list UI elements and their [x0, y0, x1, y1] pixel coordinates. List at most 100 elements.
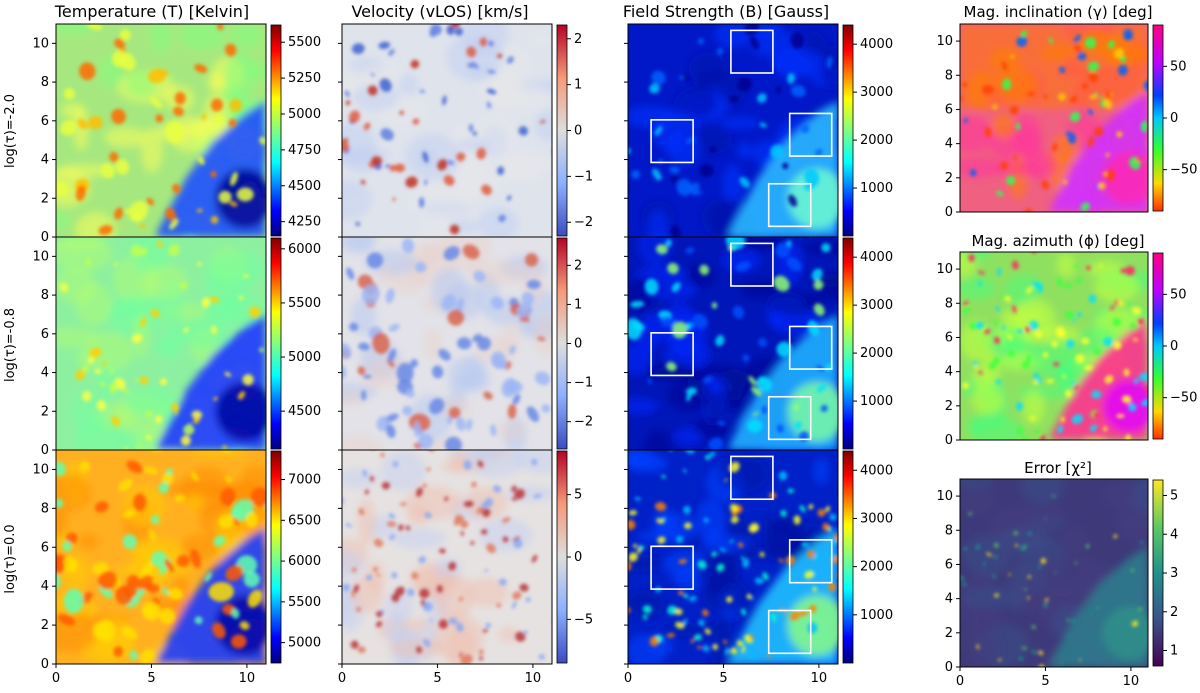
colorbar-tick-label: 1: [574, 297, 582, 312]
heatmap-image: [960, 479, 1148, 667]
x-tick-label: 0: [956, 674, 964, 689]
colorbar-tick-label: 5250: [288, 71, 321, 86]
colorbar-tick-label: −5: [574, 612, 593, 627]
colorbar-tick-label: −1: [574, 376, 593, 391]
y-tick-label: 8: [945, 296, 953, 311]
roi-box: [767, 609, 812, 655]
y-tick-label: 2: [41, 404, 49, 419]
colorbar-tick-label: 5: [1170, 489, 1178, 504]
colorbar-tick-label: 2: [574, 258, 582, 273]
y-tick-label: 8: [945, 68, 953, 83]
heatmap-image: [56, 237, 266, 450]
colorbar-tick-label: −50: [1170, 163, 1197, 178]
colorbar-tick-label: 1000: [860, 608, 893, 623]
heatmap-panel-V_0: 0 5 10 −5 0 5: [338, 449, 593, 686]
heatmap-panel-T_m08: 0 2 4 6 8 10 4500 5000 5500 6000: [32, 236, 321, 458]
roi-box: [650, 119, 694, 164]
heatmap-panel-V_m08: −2 −1 0 1 2: [338, 236, 593, 451]
x-tick-label: 5: [147, 671, 155, 686]
colorbar-tick-label: 50: [1170, 59, 1187, 74]
colorbar-tick-label: 4000: [860, 463, 893, 478]
colorbar-tick-label: 4500: [288, 179, 321, 194]
x-tick-label: 10: [239, 671, 256, 686]
axes-frame: [341, 449, 553, 665]
heatmap-image: [342, 450, 552, 664]
y-tick-label: 4: [41, 153, 49, 168]
y-tick-label: 2: [945, 399, 953, 414]
heatmap-image: [56, 24, 266, 237]
heatmap-image: [960, 24, 1148, 212]
roi-box: [650, 332, 694, 377]
roi-box: [730, 29, 774, 74]
heatmap-panel-V_m2: −2 −1 0 1 2: [338, 23, 593, 238]
colorbar-tick-label: 5500: [288, 296, 321, 311]
roi-box: [767, 182, 812, 228]
colorbar-tick-label: 5500: [288, 35, 321, 50]
y-tick-label: 0: [945, 660, 953, 675]
colorbar-tick-label: 4250: [288, 215, 321, 230]
colorbar-tick-label: 2000: [860, 346, 893, 361]
colorbar-tick-label: 1: [574, 78, 582, 93]
colorbar: [556, 450, 568, 664]
side-title-error: Error [χ²]: [1024, 459, 1092, 477]
colorbar-tick-label: 5500: [288, 595, 321, 610]
colorbar: [270, 450, 282, 664]
colorbar-tick-label: 50: [1170, 287, 1187, 302]
axes-frame: [959, 251, 1149, 441]
y-tick-label: 8: [41, 288, 49, 303]
colorbar-tick-label: 3: [1170, 566, 1178, 581]
colorbar-tick-label: 5000: [288, 636, 321, 651]
colorbar: [1152, 24, 1164, 212]
axes-frame: [959, 478, 1149, 668]
colorbar: [842, 450, 854, 664]
colorbar: [842, 24, 854, 237]
heatmap-panel-B_m2: 1000 2000 3000 4000: [624, 23, 893, 238]
colorbar-tick-label: 2000: [860, 133, 893, 148]
col-title-velocity: Velocity (vLOS) [km/s]: [351, 2, 528, 21]
y-tick-label: 4: [945, 592, 953, 607]
y-tick-label: 8: [41, 501, 49, 516]
x-tick-label: 10: [525, 671, 542, 686]
y-tick-label: 2: [945, 171, 953, 186]
y-tick-label: 10: [32, 36, 49, 51]
colorbar: [1152, 479, 1164, 667]
roi-box: [730, 242, 774, 287]
x-tick-label: 10: [1123, 674, 1140, 689]
y-tick-label: 6: [41, 540, 49, 555]
heatmap-image: [56, 450, 266, 664]
roi-box: [650, 545, 694, 590]
heatmap-panel-chi2: 0 2 4 6 8 10 0 5 10 1 2 3 4 5: [936, 478, 1178, 689]
y-tick-label: 6: [41, 327, 49, 342]
y-tick-label: 6: [41, 114, 49, 129]
heatmap-panel-B_0: 0 5 10 1000 2000 3000 4000: [624, 449, 893, 686]
x-tick-label: 5: [433, 671, 441, 686]
y-tick-label: 10: [32, 462, 49, 477]
colorbar-tick-label: 2000: [860, 560, 893, 575]
heatmap-image: [628, 24, 838, 237]
heatmap-image: [342, 237, 552, 450]
row-label-logtau-m2: log(τ)=-2.0: [3, 94, 18, 168]
y-tick-label: 10: [936, 34, 953, 49]
colorbar-tick-label: 0: [574, 337, 582, 352]
col-title-temperature: Temperature (T) [Kelvin]: [54, 2, 249, 21]
colorbar-tick-label: 5000: [288, 350, 321, 365]
colorbar-tick-label: 5000: [288, 107, 321, 122]
axes-frame: [55, 449, 267, 665]
colorbar-tick-label: 1: [1170, 644, 1178, 659]
y-tick-label: 0: [945, 433, 953, 448]
y-tick-label: 8: [945, 523, 953, 538]
x-tick-label: 0: [338, 671, 346, 686]
colorbar-tick-label: 4000: [860, 250, 893, 265]
colorbar-tick-label: −2: [574, 215, 593, 230]
colorbar-tick-label: 3000: [860, 511, 893, 526]
roi-box: [788, 325, 833, 370]
side-title-inclination: Mag. inclination (γ) [deg]: [964, 3, 1153, 21]
roi-box: [788, 112, 833, 157]
y-tick-label: 6: [945, 330, 953, 345]
colorbar: [270, 237, 282, 450]
colorbar-tick-label: −2: [574, 415, 593, 430]
y-tick-label: 0: [41, 230, 49, 245]
colorbar-tick-label: 7000: [288, 473, 321, 488]
colorbar-tick-label: 3000: [860, 85, 893, 100]
